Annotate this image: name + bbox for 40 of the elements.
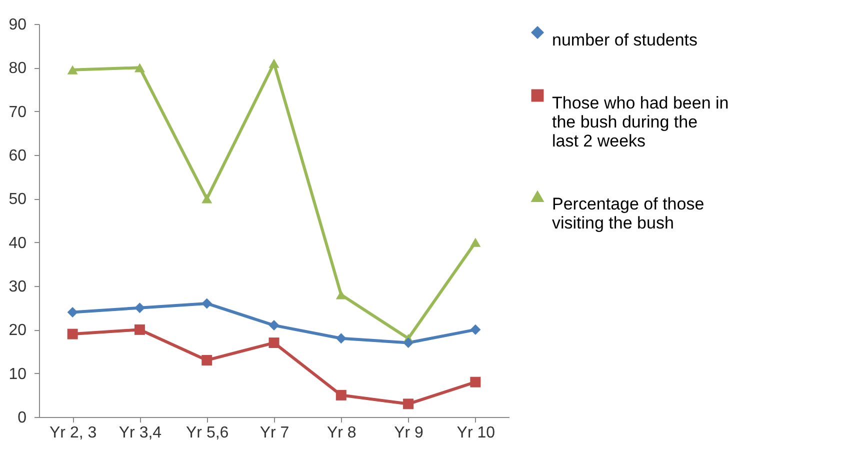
legend-label: Percentage of those visiting the bush — [552, 194, 704, 232]
point — [336, 333, 346, 344]
y-tick-label: 30 — [8, 278, 27, 296]
y-tick-label: 40 — [8, 234, 27, 252]
y-tick-label: 10 — [8, 366, 27, 383]
y-tick-label: 90 — [8, 16, 27, 34]
point — [67, 328, 78, 340]
y-tick-label: 70 — [8, 104, 27, 121]
point — [470, 238, 481, 247]
x-tick-label: Yr 8 — [326, 424, 356, 442]
point — [403, 398, 414, 410]
point — [336, 290, 346, 300]
y-tick-label: 60 — [8, 148, 27, 164]
point — [268, 320, 280, 331]
point — [202, 354, 212, 366]
legend-label: Those who had been in the bush during the last 2 weeks — [552, 94, 729, 150]
x-tick-label: Yr 7 — [260, 424, 290, 442]
point — [268, 338, 280, 348]
point — [134, 324, 145, 335]
y-tick-label: 0 — [18, 410, 27, 426]
point — [268, 58, 280, 68]
x-tick-label: Yr 5,6 — [186, 424, 229, 442]
point — [470, 376, 481, 388]
x-tick-label: Yr 10 — [456, 424, 496, 442]
x-tick-label: Yr 3,4 — [118, 424, 162, 442]
point — [202, 194, 212, 204]
x-tick-label: Yr 2, 3 — [50, 424, 97, 442]
legend-label: number of students — [552, 30, 698, 50]
x-tick-label: Yr 9 — [394, 424, 424, 442]
point — [67, 306, 78, 318]
point — [470, 324, 481, 335]
point — [134, 302, 145, 314]
point — [336, 390, 346, 400]
y-tick-label: 50 — [8, 191, 27, 208]
point — [403, 338, 414, 348]
point — [202, 298, 212, 309]
point — [134, 63, 145, 72]
point — [67, 65, 78, 74]
y-tick-label: 80 — [8, 60, 27, 78]
y-tick-label: 20 — [8, 322, 27, 340]
